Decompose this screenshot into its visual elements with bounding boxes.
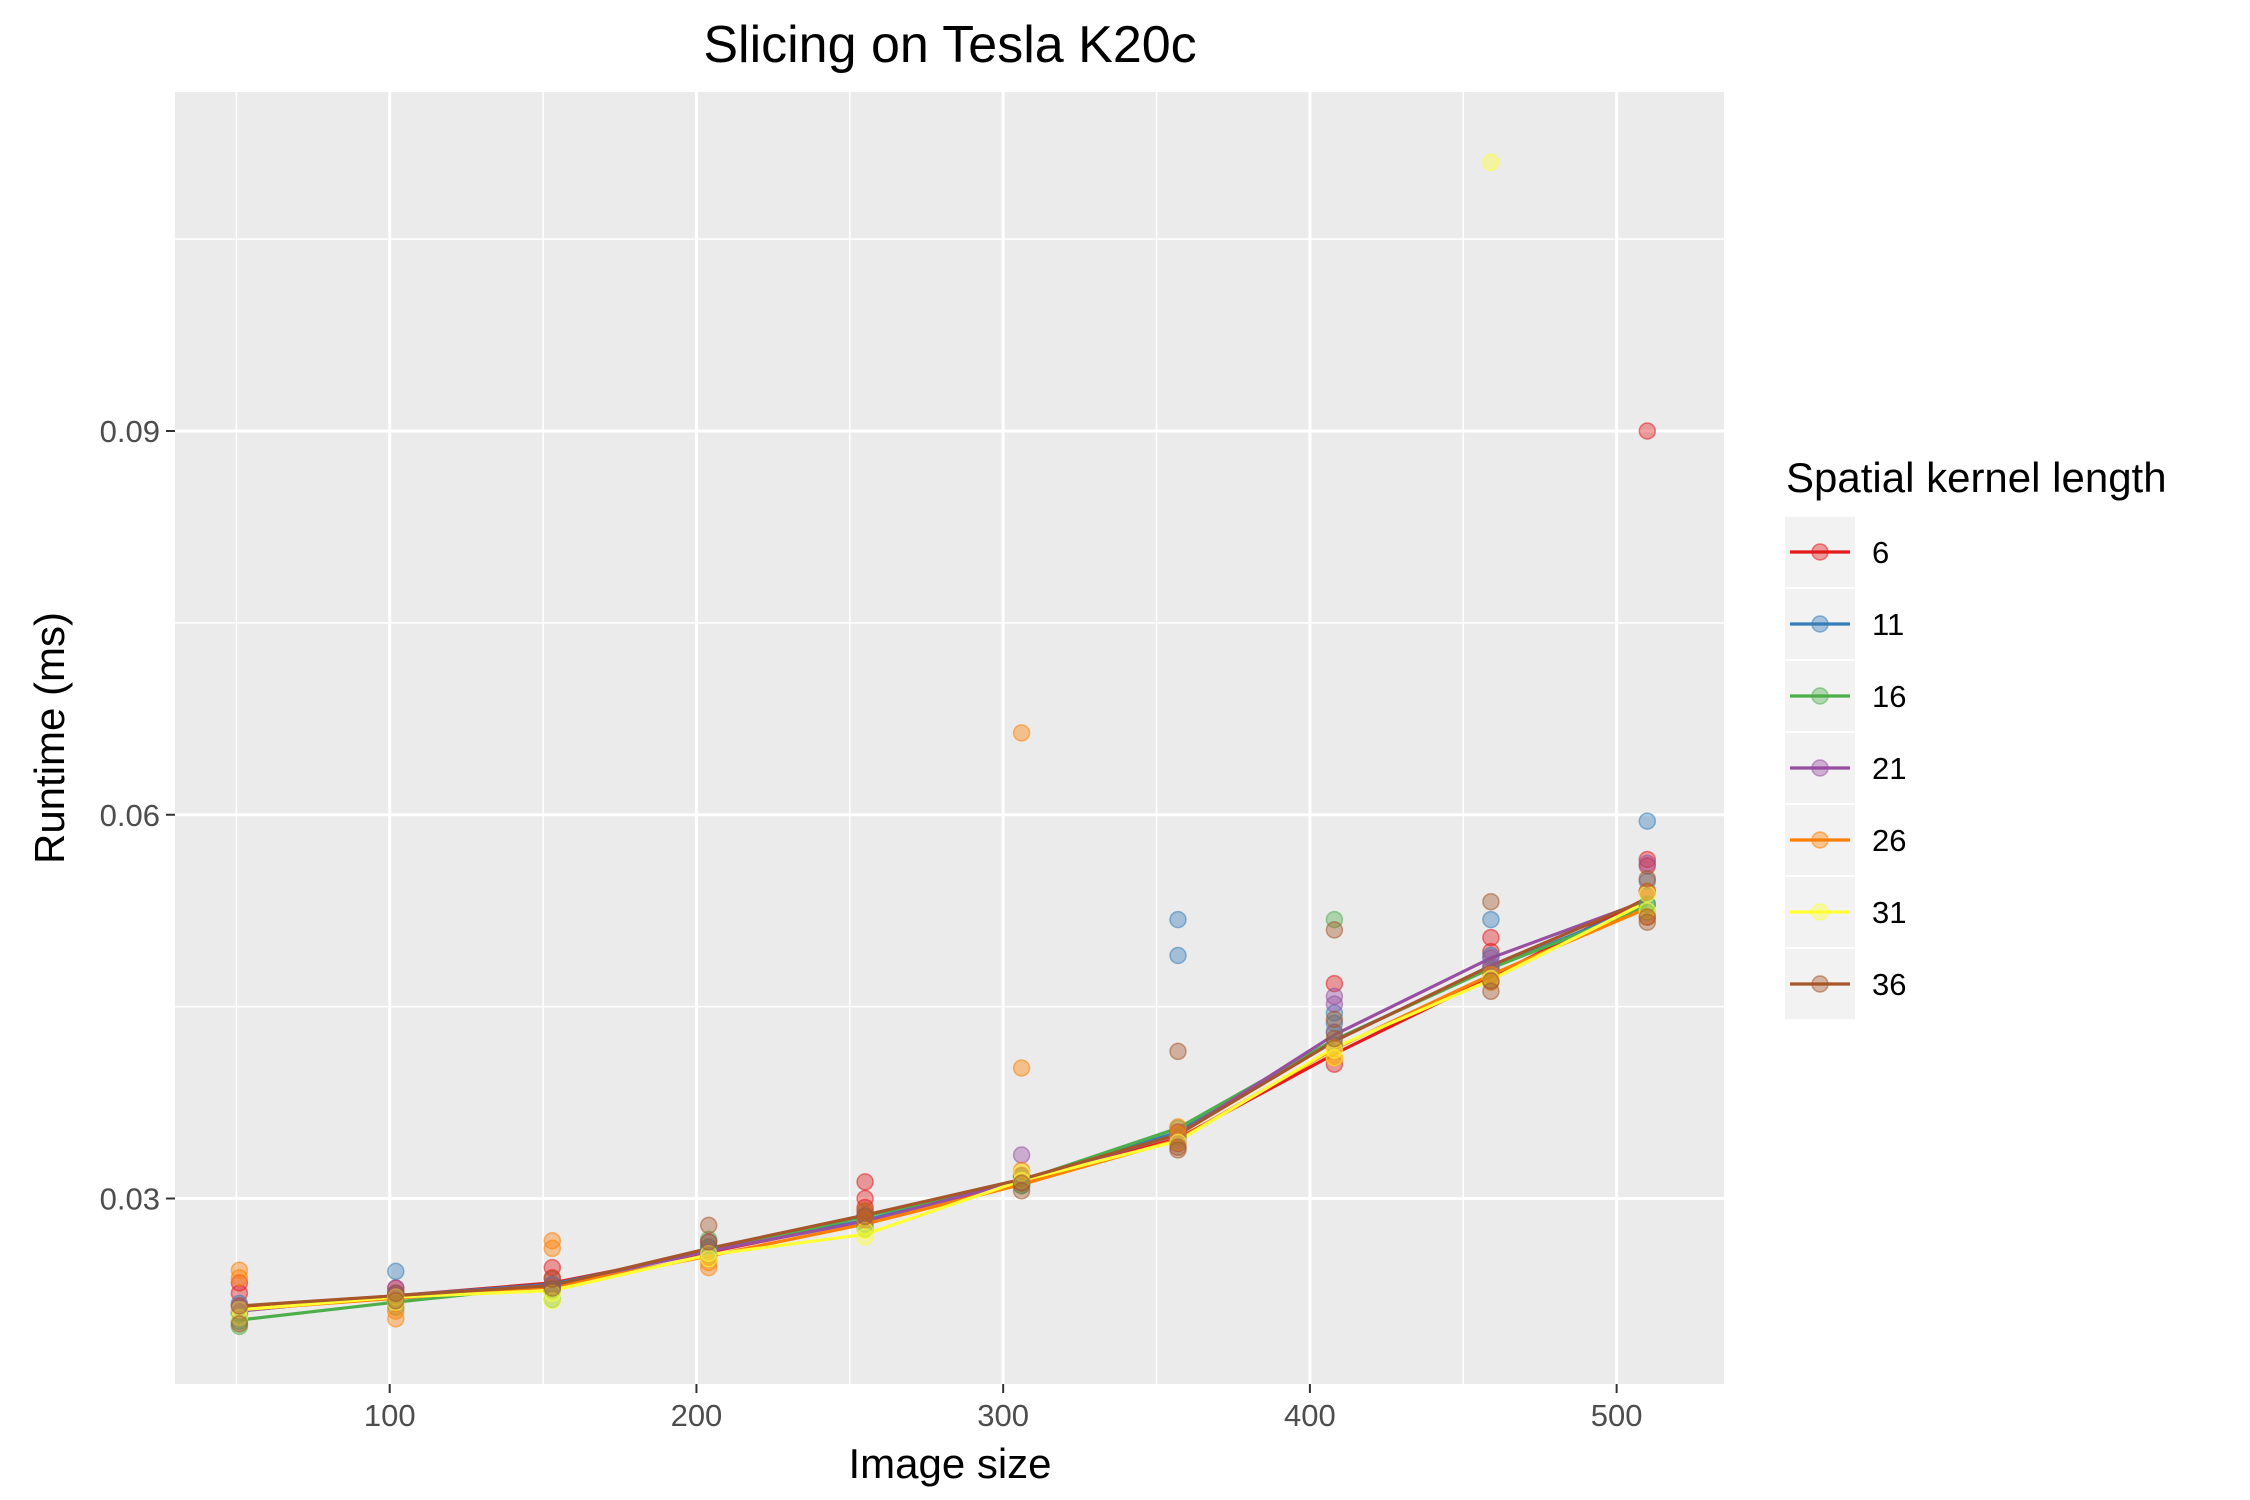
legend-label-11: 11 — [1872, 607, 1904, 642]
data-point-26 — [1012, 1059, 1031, 1077]
legend-marker-26 — [1811, 831, 1829, 849]
plot-panel — [175, 92, 1724, 1384]
data-point-11 — [1169, 910, 1187, 929]
data-point-26 — [699, 1258, 718, 1277]
data-point-26 — [543, 1239, 562, 1258]
y-tick-label: 0.06 — [100, 798, 160, 833]
data-point-36 — [543, 1270, 562, 1288]
data-point-11 — [1638, 812, 1657, 830]
data-point-31 — [1482, 153, 1500, 172]
legend-marker-36 — [1811, 975, 1829, 993]
data-point-11 — [387, 1262, 405, 1281]
data-point-11 — [1482, 910, 1500, 929]
data-point-36 — [1169, 1141, 1187, 1159]
data-point-36 — [1325, 921, 1344, 939]
legend-marker-6 — [1811, 543, 1829, 561]
data-point-36 — [699, 1233, 718, 1251]
data-point-21 — [1012, 1146, 1031, 1164]
data-point-6 — [1482, 928, 1500, 947]
legend-label-16: 16 — [1872, 679, 1906, 714]
chart-title: Slicing on Tesla K20c — [703, 16, 1196, 74]
data-point-26 — [230, 1269, 249, 1287]
data-point-36 — [543, 1279, 562, 1297]
data-point-36 — [1169, 1042, 1187, 1061]
y-axis-title: Runtime (ms) — [26, 612, 73, 864]
data-point-36 — [1638, 913, 1657, 931]
legend-label-36: 36 — [1872, 967, 1906, 1002]
y-tick-label: 0.09 — [100, 414, 160, 449]
data-point-36 — [1638, 869, 1657, 888]
data-point-36 — [230, 1297, 249, 1315]
legend-marker-31 — [1811, 903, 1829, 921]
y-tick-label: 0.03 — [100, 1182, 160, 1217]
series-line-36 — [239, 897, 1648, 1308]
data-point-36 — [387, 1292, 405, 1310]
data-point-36 — [1482, 982, 1500, 1001]
data-point-36 — [1638, 908, 1657, 926]
data-point-31 — [1638, 885, 1657, 903]
data-point-36 — [1325, 1029, 1344, 1048]
legend-marker-21 — [1811, 759, 1829, 777]
x-tick-label: 300 — [977, 1398, 1029, 1433]
x-axis-title: Image size — [848, 1440, 1051, 1487]
data-point-36 — [230, 1315, 249, 1333]
data-point-6 — [1325, 974, 1344, 993]
series-line-31 — [239, 900, 1649, 1312]
legend-label-26: 26 — [1872, 823, 1906, 858]
x-tick-label: 400 — [1284, 1398, 1336, 1433]
data-point-6 — [856, 1173, 874, 1191]
data-point-36 — [699, 1216, 718, 1235]
data-point-31 — [856, 1221, 874, 1240]
data-point-26 — [1012, 724, 1031, 742]
x-tick-label: 500 — [1591, 1398, 1643, 1433]
data-point-26 — [699, 1253, 718, 1272]
data-point-11 — [1169, 946, 1187, 965]
x-tick-label: 200 — [671, 1398, 723, 1433]
data-point-36 — [1012, 1174, 1031, 1192]
series-lines — [239, 896, 1649, 1322]
legend-label-6: 6 — [1872, 535, 1889, 570]
data-point-31 — [387, 1288, 405, 1306]
legend-label-21: 21 — [1872, 751, 1906, 786]
legend: Spatial kernel length 6 11 16 21 26 31 36 — [1783, 454, 2167, 1021]
data-points — [230, 153, 1657, 1336]
data-point-36 — [1325, 1010, 1344, 1029]
data-point-36 — [856, 1202, 874, 1221]
axes: 100 200 300 400 500 0.03 0.06 0.09 — [100, 414, 1643, 1433]
data-point-21 — [1325, 995, 1344, 1013]
data-point-6 — [1638, 422, 1657, 440]
data-point-6 — [1638, 850, 1657, 869]
data-point-21 — [1638, 854, 1657, 873]
legend-title: Spatial kernel length — [1786, 454, 2167, 501]
data-point-36 — [856, 1207, 874, 1226]
data-point-31 — [856, 1228, 874, 1246]
legend-marker-16 — [1811, 687, 1829, 705]
legend-marker-11 — [1811, 615, 1829, 633]
legend-label-31: 31 — [1872, 895, 1906, 930]
data-point-36 — [1482, 892, 1500, 911]
x-tick-label: 100 — [364, 1398, 416, 1433]
data-point-31 — [699, 1249, 718, 1268]
data-point-31 — [543, 1284, 562, 1302]
